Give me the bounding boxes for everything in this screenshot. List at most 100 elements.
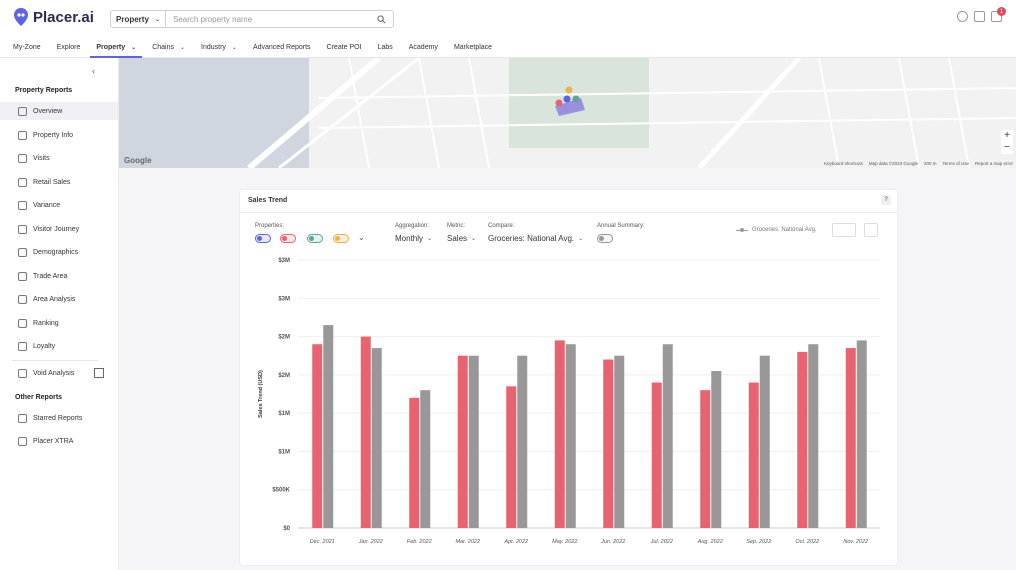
more-properties-chevron-icon[interactable]: ⌄ bbox=[358, 233, 365, 242]
nav-explore[interactable]: Explore bbox=[57, 37, 81, 57]
visits-icon bbox=[18, 153, 27, 163]
sidebar-item-void-analysis[interactable]: Void Analysis bbox=[0, 364, 118, 382]
sidebar-item-trade-area[interactable]: Trade Area bbox=[0, 267, 118, 285]
sidebar-divider bbox=[12, 360, 98, 361]
void-analysis-icon bbox=[18, 368, 27, 378]
demographics-icon bbox=[18, 247, 27, 257]
nav-industry[interactable]: Industry ⌄ bbox=[201, 37, 237, 57]
y-tick-label: $500K bbox=[272, 488, 290, 494]
nav-chains[interactable]: Chains ⌄ bbox=[152, 37, 185, 57]
aggregation-value: Monthly bbox=[395, 234, 424, 243]
logo-text: Placer.ai bbox=[33, 8, 94, 26]
nav-label: Industry bbox=[201, 43, 226, 51]
property-sales-bar bbox=[409, 397, 420, 528]
property-toggle-1[interactable] bbox=[255, 234, 271, 243]
benchmark-sales-bar bbox=[371, 348, 382, 528]
compare-select[interactable]: Groceries: National Avg. ⌄ bbox=[488, 234, 583, 243]
metric-select[interactable]: Sales ⌄ bbox=[447, 234, 476, 243]
compare-label: Compare: bbox=[488, 223, 515, 229]
sidebar-item-label: Property Info bbox=[33, 131, 74, 139]
chevron-down-icon: ⌄ bbox=[179, 44, 186, 51]
notifications-icon[interactable]: 1 bbox=[991, 7, 1006, 22]
sidebar-item-label: Demographics bbox=[33, 248, 79, 256]
notification-badge: 1 bbox=[997, 7, 1006, 16]
download-pdf-icon[interactable] bbox=[864, 223, 878, 237]
sidebar-item-label: Retail Sales bbox=[33, 178, 71, 186]
sidebar-item-visits[interactable]: Visits bbox=[0, 149, 118, 167]
map-terms-link[interactable]: Terms of Use bbox=[942, 161, 969, 166]
sidebar-item-property-info[interactable]: Property Info bbox=[0, 126, 118, 144]
sidebar-item-variance[interactable]: Variance bbox=[0, 196, 118, 214]
property-sales-bar bbox=[312, 344, 323, 528]
property-sales-bar bbox=[506, 386, 517, 528]
sidebar-item-label: Loyalty bbox=[33, 342, 56, 350]
sidebar-item-placer-xtra[interactable]: Placer XTRA bbox=[0, 432, 118, 450]
nav-property[interactable]: Property ⌄ bbox=[90, 37, 142, 58]
search-input[interactable] bbox=[166, 14, 374, 24]
collapse-sidebar-icon[interactable]: ‹ bbox=[92, 66, 95, 76]
properties-label: Properties: bbox=[255, 223, 285, 229]
map-shortcuts-link[interactable]: Keyboard shortcuts bbox=[824, 161, 863, 166]
benchmark-sales-bar bbox=[420, 390, 431, 528]
search-bar: Property ⌄ bbox=[110, 10, 394, 28]
sidebar-item-area-analysis[interactable]: Area Analysis bbox=[0, 290, 118, 308]
nav-my-zone[interactable]: My-Zone bbox=[13, 37, 41, 57]
nav-academy[interactable]: Academy bbox=[409, 37, 438, 57]
x-tick-label: Oct. 2022 bbox=[795, 539, 819, 545]
chevron-down-icon: ⌄ bbox=[154, 16, 160, 23]
external-link-icon[interactable] bbox=[94, 368, 104, 378]
sidebar-item-starred-reports[interactable]: Starred Reports bbox=[0, 409, 118, 427]
chart-type-button[interactable] bbox=[832, 223, 856, 237]
zoom-out-button[interactable]: − bbox=[1004, 142, 1010, 153]
map-report-link[interactable]: Report a map error bbox=[974, 161, 1013, 166]
map-roads bbox=[247, 58, 1016, 168]
property-map[interactable]: Google + − Keyboard shortcuts Map data ©… bbox=[119, 58, 1016, 168]
nav-label: Academy bbox=[408, 43, 438, 51]
search-type-select[interactable]: Property ⌄ bbox=[111, 11, 166, 27]
property-toggle-3[interactable] bbox=[307, 234, 323, 243]
benchmark-sales-bar bbox=[323, 325, 334, 528]
sidebar-item-overview[interactable]: Overview bbox=[0, 102, 118, 120]
nav-advanced-reports[interactable]: Advanced Reports bbox=[253, 37, 311, 57]
variance-icon bbox=[18, 200, 27, 210]
aggregation-select[interactable]: Monthly ⌄ bbox=[395, 234, 432, 243]
nav-marketplace[interactable]: Marketplace bbox=[454, 37, 492, 57]
benchmark-sales-bar bbox=[808, 344, 819, 528]
nav-label: My-Zone bbox=[13, 43, 41, 51]
x-tick-label: May. 2022 bbox=[552, 539, 577, 545]
help-button[interactable]: ? bbox=[881, 195, 891, 205]
property-info-icon bbox=[18, 130, 27, 140]
main-nav: My-Zone Explore Property ⌄ Chains ⌄ Indust… bbox=[0, 37, 1016, 58]
sidebar-item-label: Void Analysis bbox=[33, 369, 75, 377]
retail-sales-icon bbox=[18, 177, 27, 187]
y-tick-label: $3M bbox=[278, 296, 290, 302]
placer-logo[interactable]: Placer.ai bbox=[14, 8, 94, 26]
annual-summary-toggle[interactable] bbox=[597, 234, 613, 243]
x-tick-label: Jun. 2022 bbox=[600, 539, 625, 545]
sidebar-item-ranking[interactable]: Ranking bbox=[0, 314, 118, 332]
add-icon[interactable] bbox=[957, 11, 968, 22]
property-toggle-4[interactable] bbox=[333, 234, 349, 243]
nav-label: Labs bbox=[377, 43, 393, 51]
property-toggle-2[interactable] bbox=[280, 234, 296, 243]
search-icon[interactable] bbox=[374, 14, 388, 24]
benchmark-sales-bar bbox=[856, 340, 867, 528]
sidebar-item-visitor-journey[interactable]: Visitor Journey bbox=[0, 220, 118, 238]
visitor-journey-icon bbox=[18, 224, 27, 234]
chart-legend[interactable]: Groceries: National Avg. bbox=[736, 227, 817, 233]
sidebar-item-label: Visitor Journey bbox=[33, 225, 80, 233]
chevron-down-icon: ⌄ bbox=[578, 236, 584, 242]
top-bar: Placer.ai Property ⌄ 1 bbox=[0, 0, 1016, 37]
ranking-icon bbox=[18, 318, 27, 328]
sidebar-item-loyalty[interactable]: Loyalty bbox=[0, 337, 118, 355]
y-tick-label: $1M bbox=[278, 449, 290, 455]
nav-labs[interactable]: Labs bbox=[378, 37, 393, 57]
sidebar-item-retail-sales[interactable]: Retail Sales bbox=[0, 173, 118, 191]
google-logo: Google bbox=[124, 156, 152, 165]
nav-create-poi[interactable]: Create POI bbox=[327, 37, 362, 57]
placer-xtra-icon bbox=[18, 436, 27, 446]
sidebar-item-demographics[interactable]: Demographics bbox=[0, 243, 118, 261]
zoom-in-button[interactable]: + bbox=[1004, 130, 1010, 141]
star-icon[interactable] bbox=[974, 11, 985, 22]
property-sales-bar bbox=[603, 359, 614, 528]
